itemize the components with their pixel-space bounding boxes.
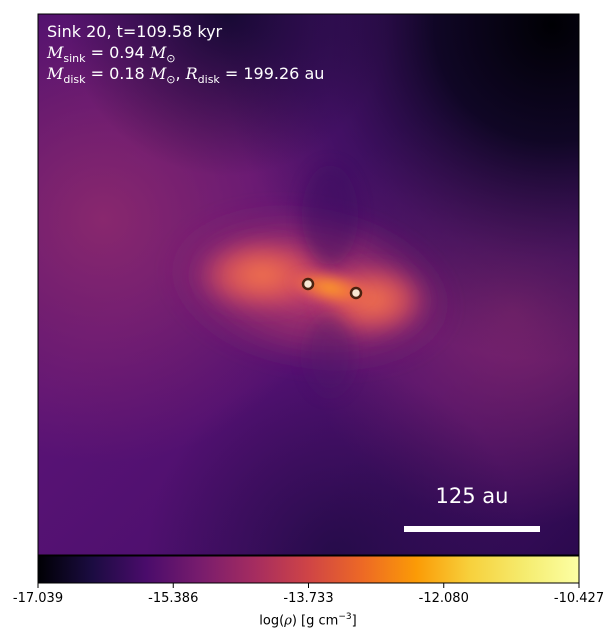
colorbar-tick-label: -13.733 [283, 591, 334, 606]
sink-title: Sink 20, t=109.58 kyr [47, 22, 223, 41]
sink-particles [301, 277, 363, 300]
colorbar-tick-label: -15.386 [148, 591, 199, 606]
colorbar-tick-label: -10.427 [553, 591, 605, 606]
sink-particle-1 [301, 277, 315, 291]
sink-mass: Msink = 0.94 M⊙ [47, 43, 176, 66]
colorbar-label: log(ρ) [g cm−3] [259, 612, 357, 629]
sink-particle-2 [349, 286, 363, 300]
plot-frame [37, 13, 580, 556]
colorbar [37, 555, 580, 584]
colorbar-ticks [37, 583, 580, 588]
scale-bar [404, 526, 540, 532]
disk-props: Mdisk = 0.18 M⊙, Rdisk = 199.26 au [47, 64, 325, 87]
scale-bar-label: 125 au [435, 484, 509, 508]
colorbar-tick-label: -17.039 [12, 591, 64, 606]
colorbar-tick-label: -12.080 [418, 591, 469, 606]
